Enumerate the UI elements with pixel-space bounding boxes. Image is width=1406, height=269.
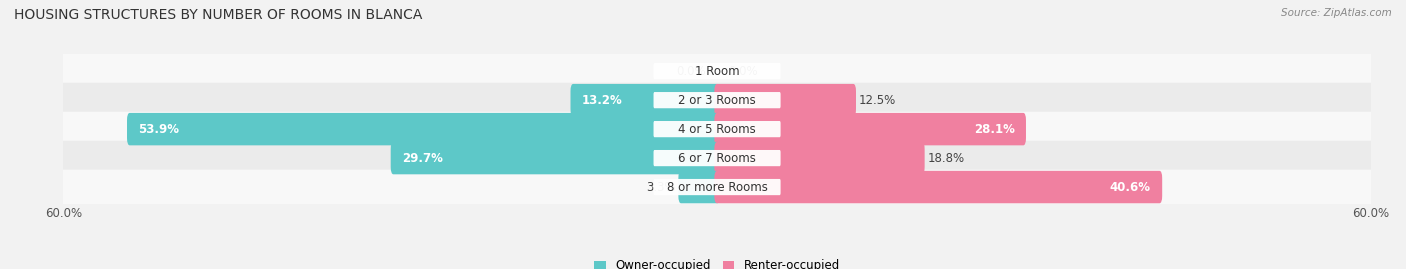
Text: 40.6%: 40.6% xyxy=(1109,180,1150,194)
Text: Source: ZipAtlas.com: Source: ZipAtlas.com xyxy=(1281,8,1392,18)
Text: 0.0%: 0.0% xyxy=(728,65,758,78)
FancyBboxPatch shape xyxy=(654,179,780,195)
FancyBboxPatch shape xyxy=(714,113,1026,145)
FancyBboxPatch shape xyxy=(51,54,1384,89)
FancyBboxPatch shape xyxy=(51,141,1384,175)
Text: 8 or more Rooms: 8 or more Rooms xyxy=(666,180,768,194)
FancyBboxPatch shape xyxy=(654,121,780,137)
FancyBboxPatch shape xyxy=(714,142,925,174)
FancyBboxPatch shape xyxy=(51,83,1384,118)
Text: 53.9%: 53.9% xyxy=(138,123,180,136)
Text: 4 or 5 Rooms: 4 or 5 Rooms xyxy=(678,123,756,136)
FancyBboxPatch shape xyxy=(678,171,720,203)
Text: 29.7%: 29.7% xyxy=(402,152,443,165)
FancyBboxPatch shape xyxy=(654,92,780,108)
Text: HOUSING STRUCTURES BY NUMBER OF ROOMS IN BLANCA: HOUSING STRUCTURES BY NUMBER OF ROOMS IN… xyxy=(14,8,422,22)
Text: 0.0%: 0.0% xyxy=(676,65,706,78)
FancyBboxPatch shape xyxy=(571,84,720,116)
Legend: Owner-occupied, Renter-occupied: Owner-occupied, Renter-occupied xyxy=(589,254,845,269)
Text: 1 Room: 1 Room xyxy=(695,65,740,78)
FancyBboxPatch shape xyxy=(391,142,720,174)
FancyBboxPatch shape xyxy=(714,84,856,116)
Text: 3.3%: 3.3% xyxy=(645,180,676,194)
FancyBboxPatch shape xyxy=(127,113,720,145)
FancyBboxPatch shape xyxy=(714,171,1163,203)
Text: 6 or 7 Rooms: 6 or 7 Rooms xyxy=(678,152,756,165)
Text: 2 or 3 Rooms: 2 or 3 Rooms xyxy=(678,94,756,107)
Text: 18.8%: 18.8% xyxy=(928,152,965,165)
FancyBboxPatch shape xyxy=(654,150,780,166)
FancyBboxPatch shape xyxy=(654,63,780,79)
Text: 12.5%: 12.5% xyxy=(859,94,896,107)
Text: 28.1%: 28.1% xyxy=(974,123,1015,136)
FancyBboxPatch shape xyxy=(51,112,1384,147)
Text: 13.2%: 13.2% xyxy=(582,94,623,107)
FancyBboxPatch shape xyxy=(51,170,1384,204)
